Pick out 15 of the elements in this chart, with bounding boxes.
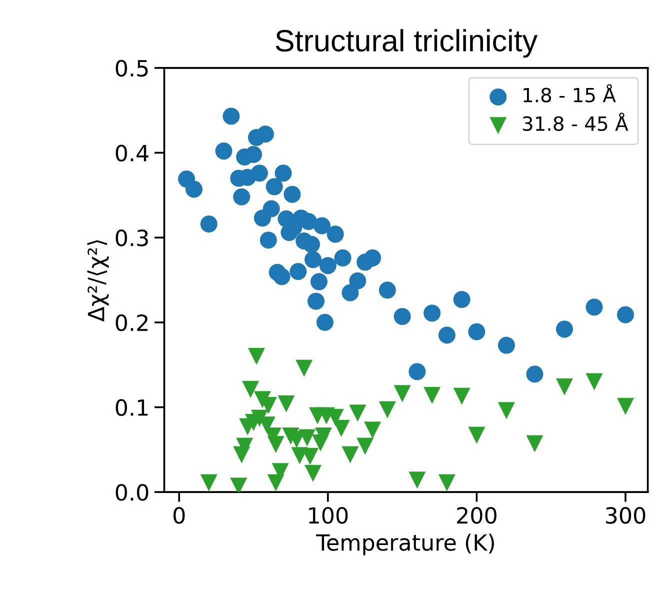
chart-title: Structural triclinicity (276, 29, 538, 58)
y-tick-label: 0.5 (116, 60, 148, 77)
x-tick-label: 0 (174, 507, 185, 524)
y-axis-title: Δχ²/⟨χ²⟩ (87, 240, 109, 322)
y-tick-label: 0.0 (116, 484, 148, 501)
x-tick-label: 200 (457, 507, 496, 524)
y-tick-label: 0.1 (116, 399, 148, 416)
x-tick-label: 300 (606, 507, 646, 524)
y-tick-label: 0.3 (116, 230, 148, 246)
x-axis-title: Temperature (K) (316, 534, 494, 556)
x-tick-label: 100 (309, 507, 348, 524)
y-tick-label: 0.2 (116, 314, 148, 332)
y-tick-label: 0.4 (116, 144, 148, 162)
legend-label: 1.8 - 15 Å (524, 84, 616, 102)
legend-label: 31.8 - 45 Å (522, 112, 628, 131)
